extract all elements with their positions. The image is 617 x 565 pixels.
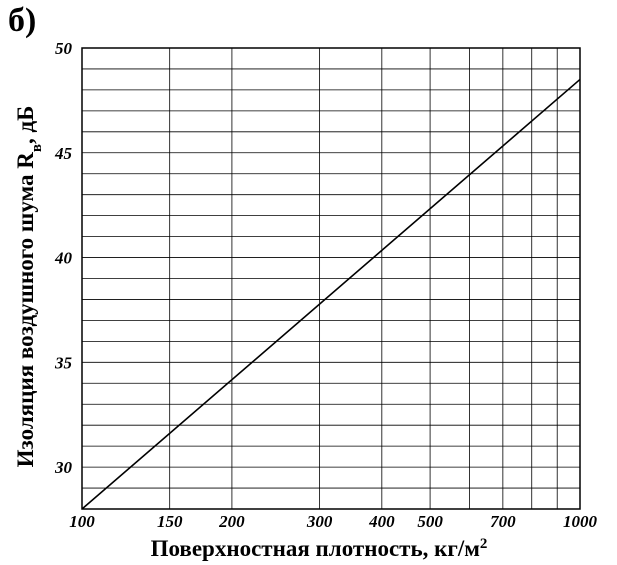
x-tick-label: 700 [490, 512, 516, 531]
y-tick-label: 50 [55, 39, 73, 58]
y-axis-title-suffix: , дБ [13, 106, 38, 144]
y-tick-labels: 30 35 40 45 50 [54, 39, 73, 477]
x-tick-label: 300 [306, 512, 333, 531]
y-tick-label: 35 [54, 353, 73, 372]
y-axis-title-text: Изоляция воздушного шума R [13, 152, 38, 468]
x-tick-label: 500 [417, 512, 443, 531]
y-tick-label: 30 [54, 458, 73, 477]
x-axis-title-superscript: 2 [480, 536, 488, 552]
x-tick-label: 400 [368, 512, 395, 531]
y-axis-title-subscript: в [29, 144, 45, 152]
x-tick-label: 200 [218, 512, 245, 531]
plot-frame [81, 47, 581, 510]
x-tick-label: 1000 [563, 512, 598, 531]
y-tick-label: 40 [54, 249, 73, 268]
y-axis-title: Изоляция воздушного шума Rв, дБ [13, 106, 45, 468]
x-axis-title-text: Поверхностная плотность, кг/м [151, 536, 480, 561]
x-axis-title: Поверхностная плотность, кг/м2 [151, 536, 488, 561]
x-tick-labels: 100 150 200 300 400 500 700 1000 [69, 512, 597, 531]
y-tick-label: 45 [54, 144, 73, 163]
panel-label: б) [8, 2, 37, 39]
x-tick-label: 150 [157, 512, 183, 531]
x-tick-label: 100 [69, 512, 95, 531]
series-group [81, 78, 581, 510]
series-line [81, 78, 581, 510]
horizontal-gridlines [82, 47, 580, 510]
